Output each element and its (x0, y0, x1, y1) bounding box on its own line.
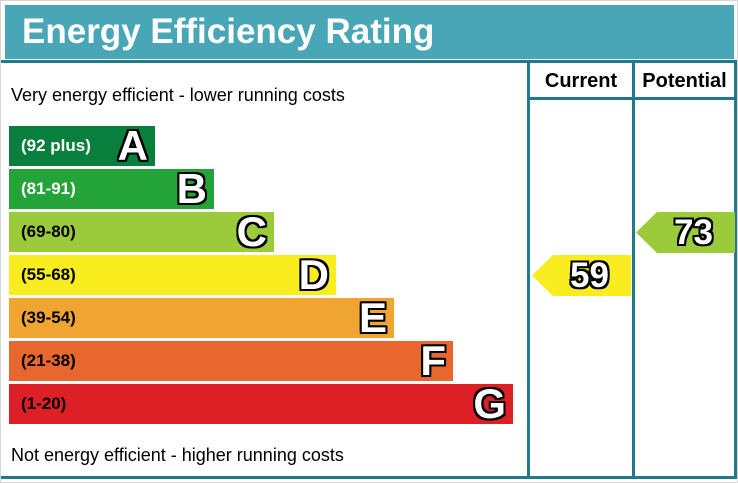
current-rating-arrow: 59 (532, 255, 631, 296)
band-a: (92 plus) A (9, 122, 155, 169)
current-potential-divider (632, 60, 635, 479)
table-top-border (1, 60, 737, 63)
band-g: (1-20) G (9, 380, 513, 427)
current-rating-value: 59 (570, 256, 609, 295)
band-letter: E (358, 294, 387, 341)
band-range-label: (1-20) (21, 394, 67, 413)
band-range-label: (55-68) (21, 265, 76, 284)
band-letter: G (473, 380, 506, 427)
band-range-label: (39-54) (21, 308, 76, 327)
potential-rating-value: 73 (674, 213, 713, 252)
band-e: (39-54) E (9, 294, 394, 341)
band-letter: C (236, 208, 267, 255)
band-letter: F (420, 337, 446, 384)
potential-column-header: Potential (642, 70, 727, 92)
bars-current-divider (527, 60, 530, 479)
band-range-label: (81-91) (21, 179, 76, 198)
band-b: (81-91) B (9, 165, 214, 212)
band-letter: A (117, 122, 148, 169)
band-range-label: (92 plus) (21, 136, 91, 155)
band-f: (21-38) F (9, 337, 453, 384)
table-bottom-border (1, 476, 737, 479)
band-range-label: (69-80) (21, 222, 76, 241)
current-column-header: Current (544, 70, 618, 92)
chart-title: Energy Efficiency Rating (22, 12, 435, 51)
top-note: Very energy efficient - lower running co… (11, 85, 345, 105)
chart-title-banner: Energy Efficiency Rating (5, 5, 734, 59)
band-d: (55-68) D (9, 251, 336, 298)
bottom-note: Not energy efficient - higher running co… (11, 445, 344, 465)
band-letter: B (176, 165, 207, 212)
band-c: (69-80) C (9, 208, 274, 255)
potential-rating-arrow: 73 (636, 212, 735, 253)
band-range-label: (21-38) (21, 351, 76, 370)
band-letter: D (298, 251, 329, 298)
table-right-border (734, 60, 737, 479)
